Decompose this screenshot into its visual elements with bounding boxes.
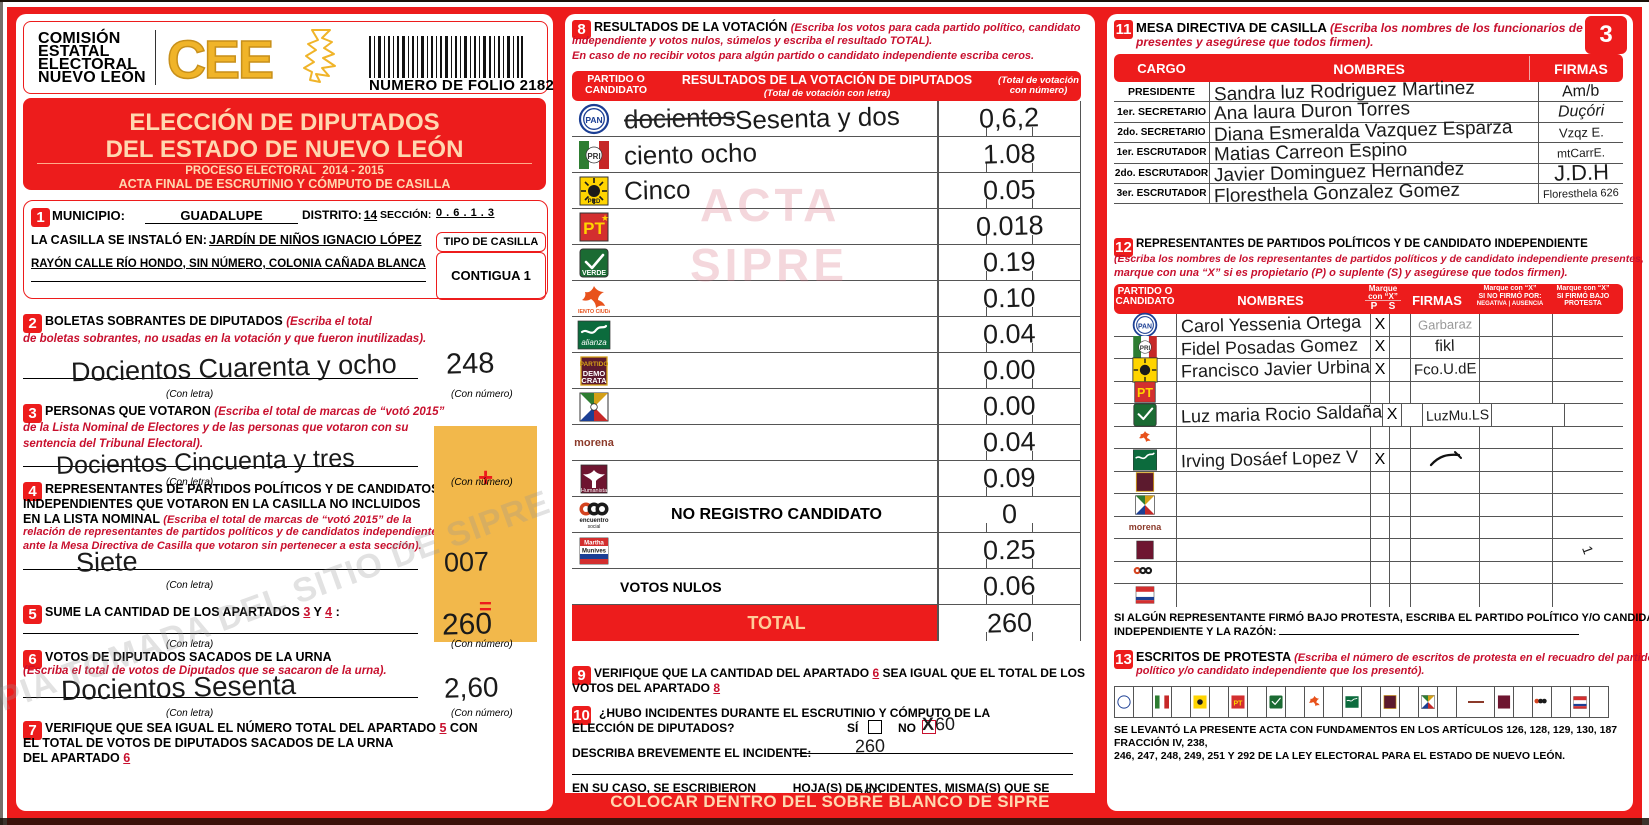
svg-text:Martha: Martha — [584, 540, 604, 546]
svg-text:PAN: PAN — [1138, 323, 1152, 330]
svg-text:PT: PT — [1137, 386, 1153, 400]
svg-text:VERDE: VERDE — [582, 270, 606, 277]
svg-text:social: social — [588, 524, 601, 530]
svg-text:PRI: PRI — [587, 152, 600, 161]
svg-text:PAN: PAN — [585, 115, 602, 125]
svg-text:PRI: PRI — [1140, 345, 1151, 352]
svg-text:MOVIMIENTO CIUDADANO: MOVIMIENTO CIUDADANO — [578, 309, 610, 314]
svg-text:PRD: PRD — [588, 199, 601, 205]
svg-text:alianza: alianza — [581, 338, 607, 347]
svg-text:PT: PT — [1234, 700, 1244, 707]
svg-text:Munives: Munives — [582, 548, 607, 554]
svg-text:PARTIDO: PARTIDO — [580, 361, 608, 368]
svg-text:★: ★ — [601, 213, 609, 223]
svg-text:CRATA: CRATA — [581, 376, 607, 385]
svg-text:Humanista: Humanista — [581, 488, 608, 494]
